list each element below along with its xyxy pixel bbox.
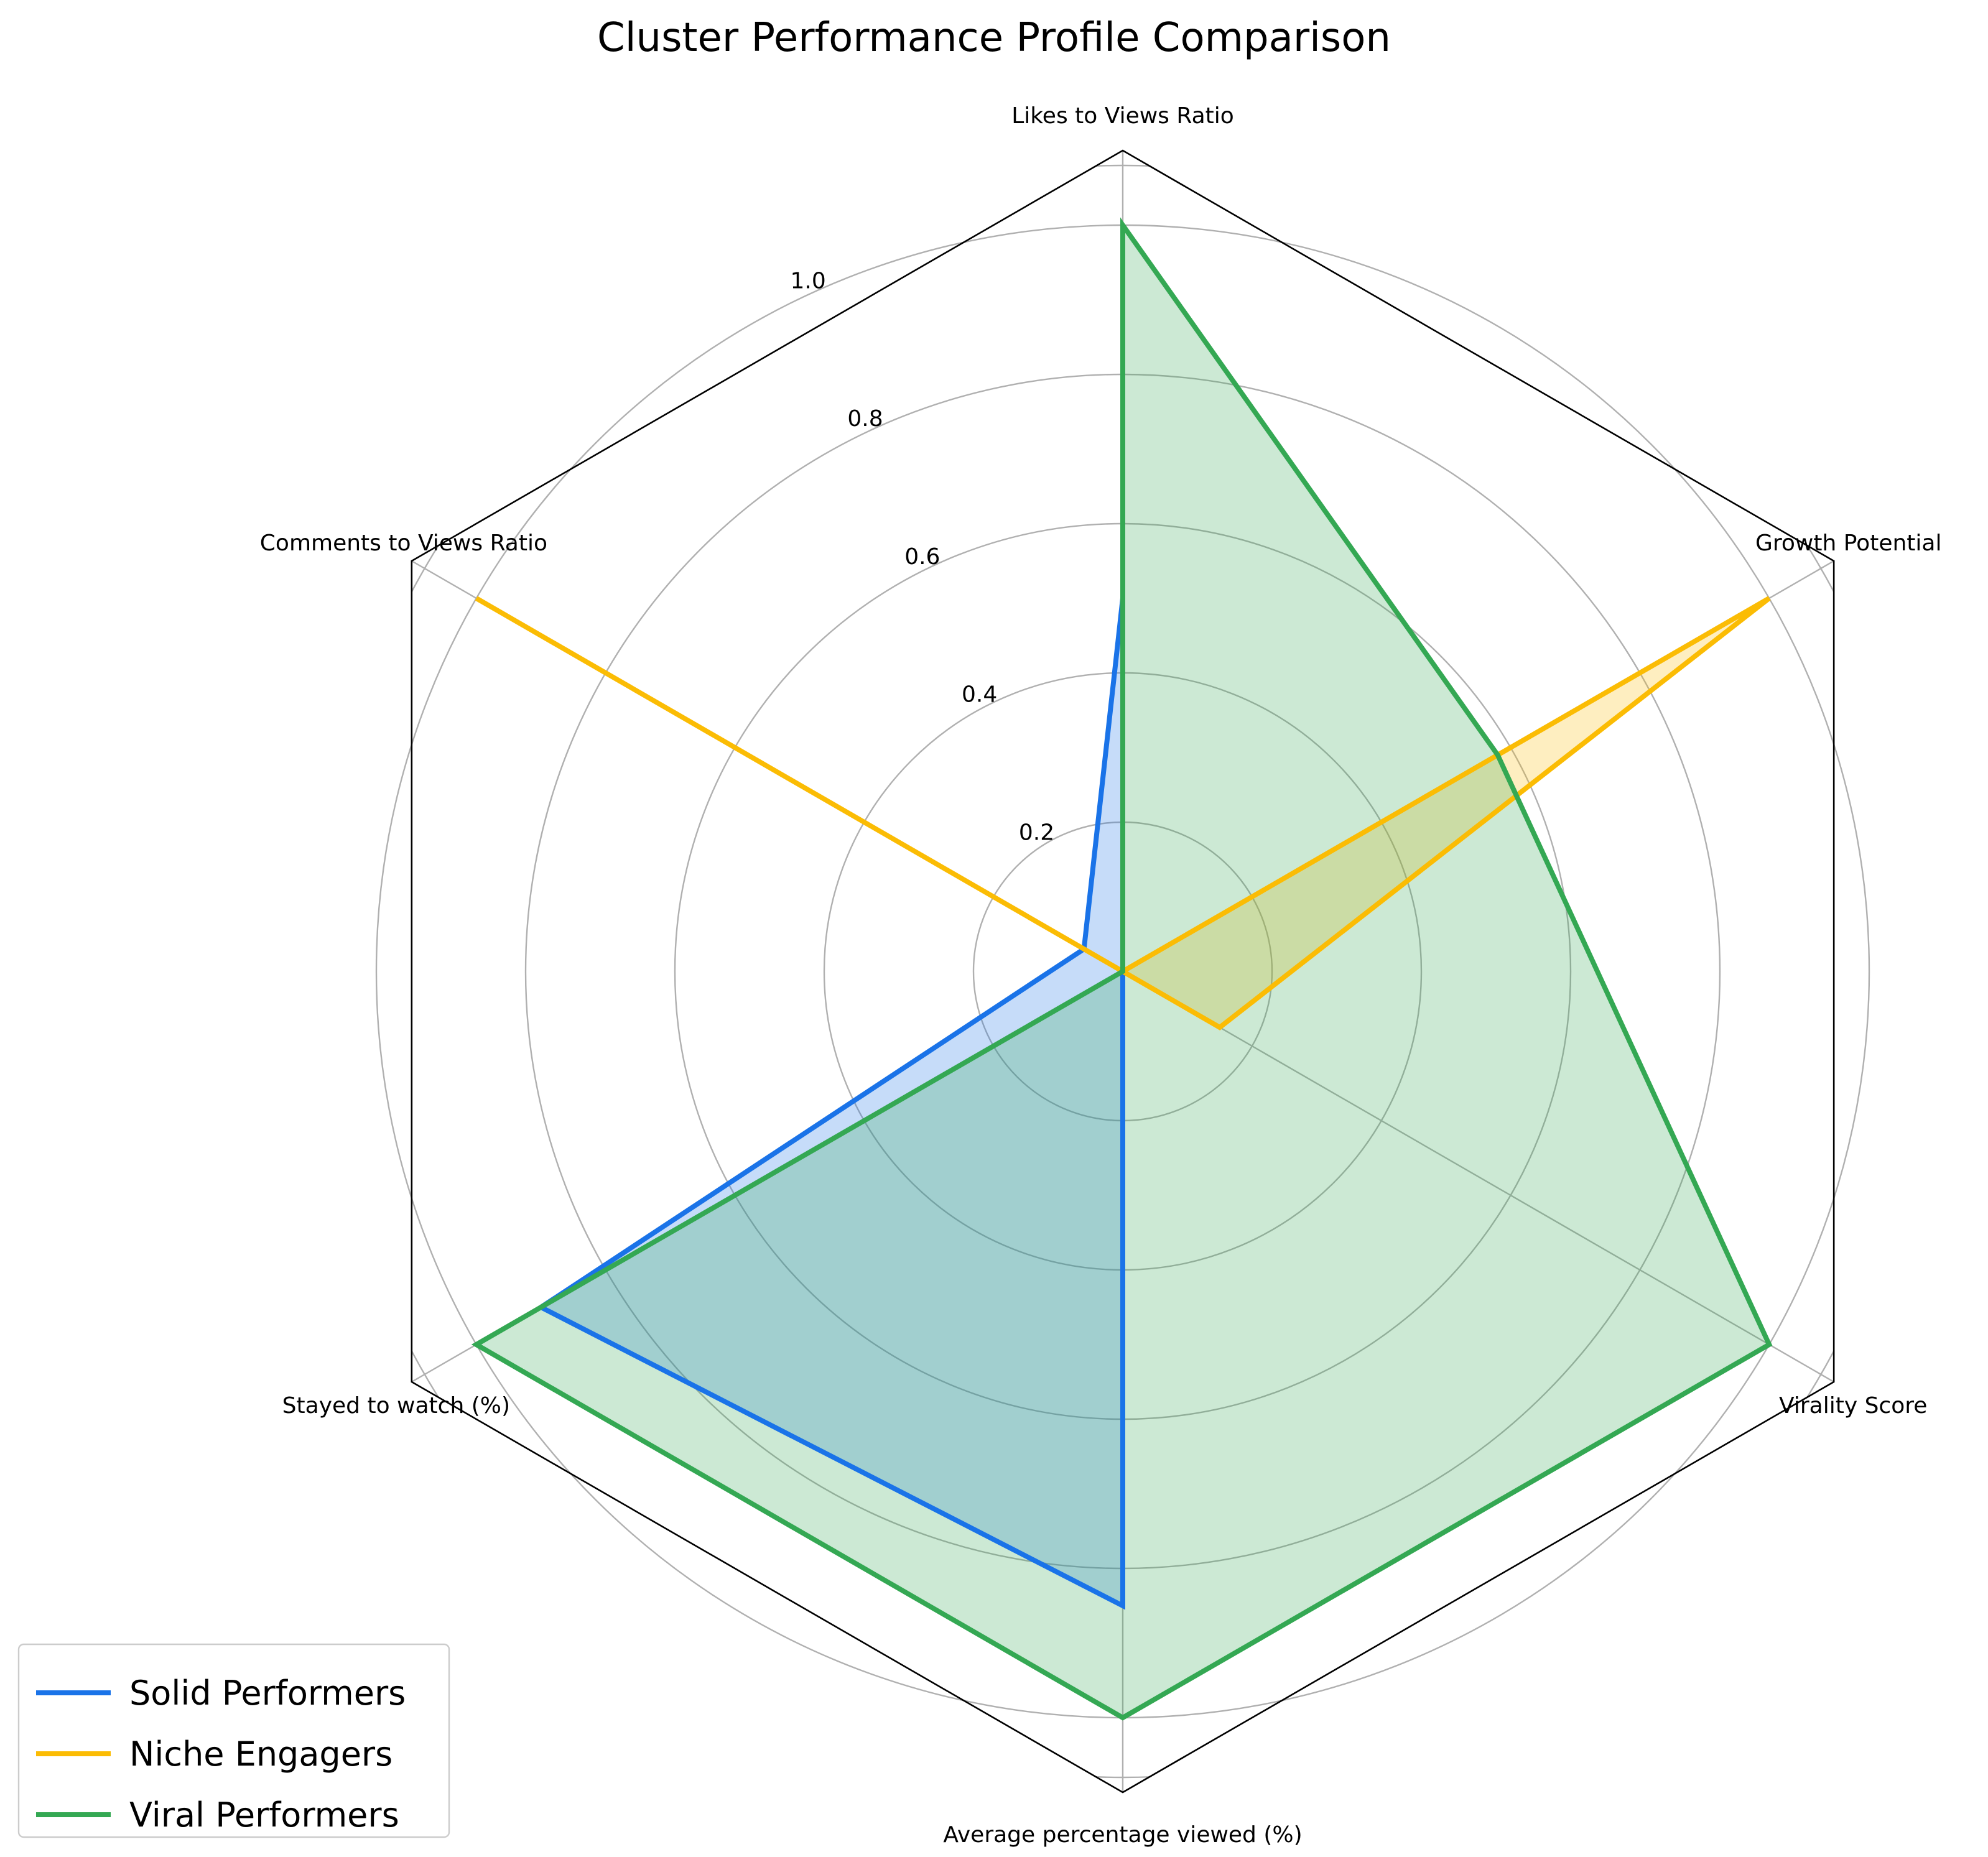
series-line-2 (475, 596, 1771, 1030)
radial-tick-labels: 0.2 0.4 0.6 0.8 1.0 (791, 268, 1055, 845)
r-tick-label-3: 0.6 (904, 544, 940, 570)
legend-label-2: Niche Engagers (129, 1734, 392, 1774)
axis-label-4: Average percentage viewed (%) (943, 1822, 1302, 1848)
legend-box (17, 1643, 450, 1838)
axis-label-1: Likes to Views Ratio (1011, 103, 1234, 129)
radar-series (471, 217, 1773, 1721)
r-tick-label-5: 1.0 (791, 268, 826, 294)
chart-title: Cluster Performance Profile Comparison (597, 15, 1391, 61)
grid-spoke-3 (1122, 970, 1834, 1383)
legend: Solid Performers Niche Engagers Viral Perf… (17, 1643, 450, 1838)
legend-label-3: Viral Performers (129, 1795, 399, 1835)
axis-label-2: Growth Potential (1755, 530, 1941, 556)
axis-label-5: Stayed to watch (%) (282, 1393, 510, 1419)
radar-frame (411, 149, 1835, 1794)
r-tick-label-2: 0.4 (962, 682, 997, 708)
series-fill-1 (541, 598, 1123, 1606)
axis-label-3: Virality Score (1779, 1393, 1927, 1419)
r-tick-label-4: 0.8 (847, 406, 883, 432)
axis-label-6: Comments to Views Ratio (260, 530, 547, 556)
series-line-3 (471, 217, 1773, 1721)
axis-labels: Likes to Views Ratio Growth Potential Vira… (260, 103, 1942, 1848)
legend-label-1: Solid Performers (129, 1674, 406, 1713)
r-tick-label-1: 0.2 (1019, 820, 1054, 845)
